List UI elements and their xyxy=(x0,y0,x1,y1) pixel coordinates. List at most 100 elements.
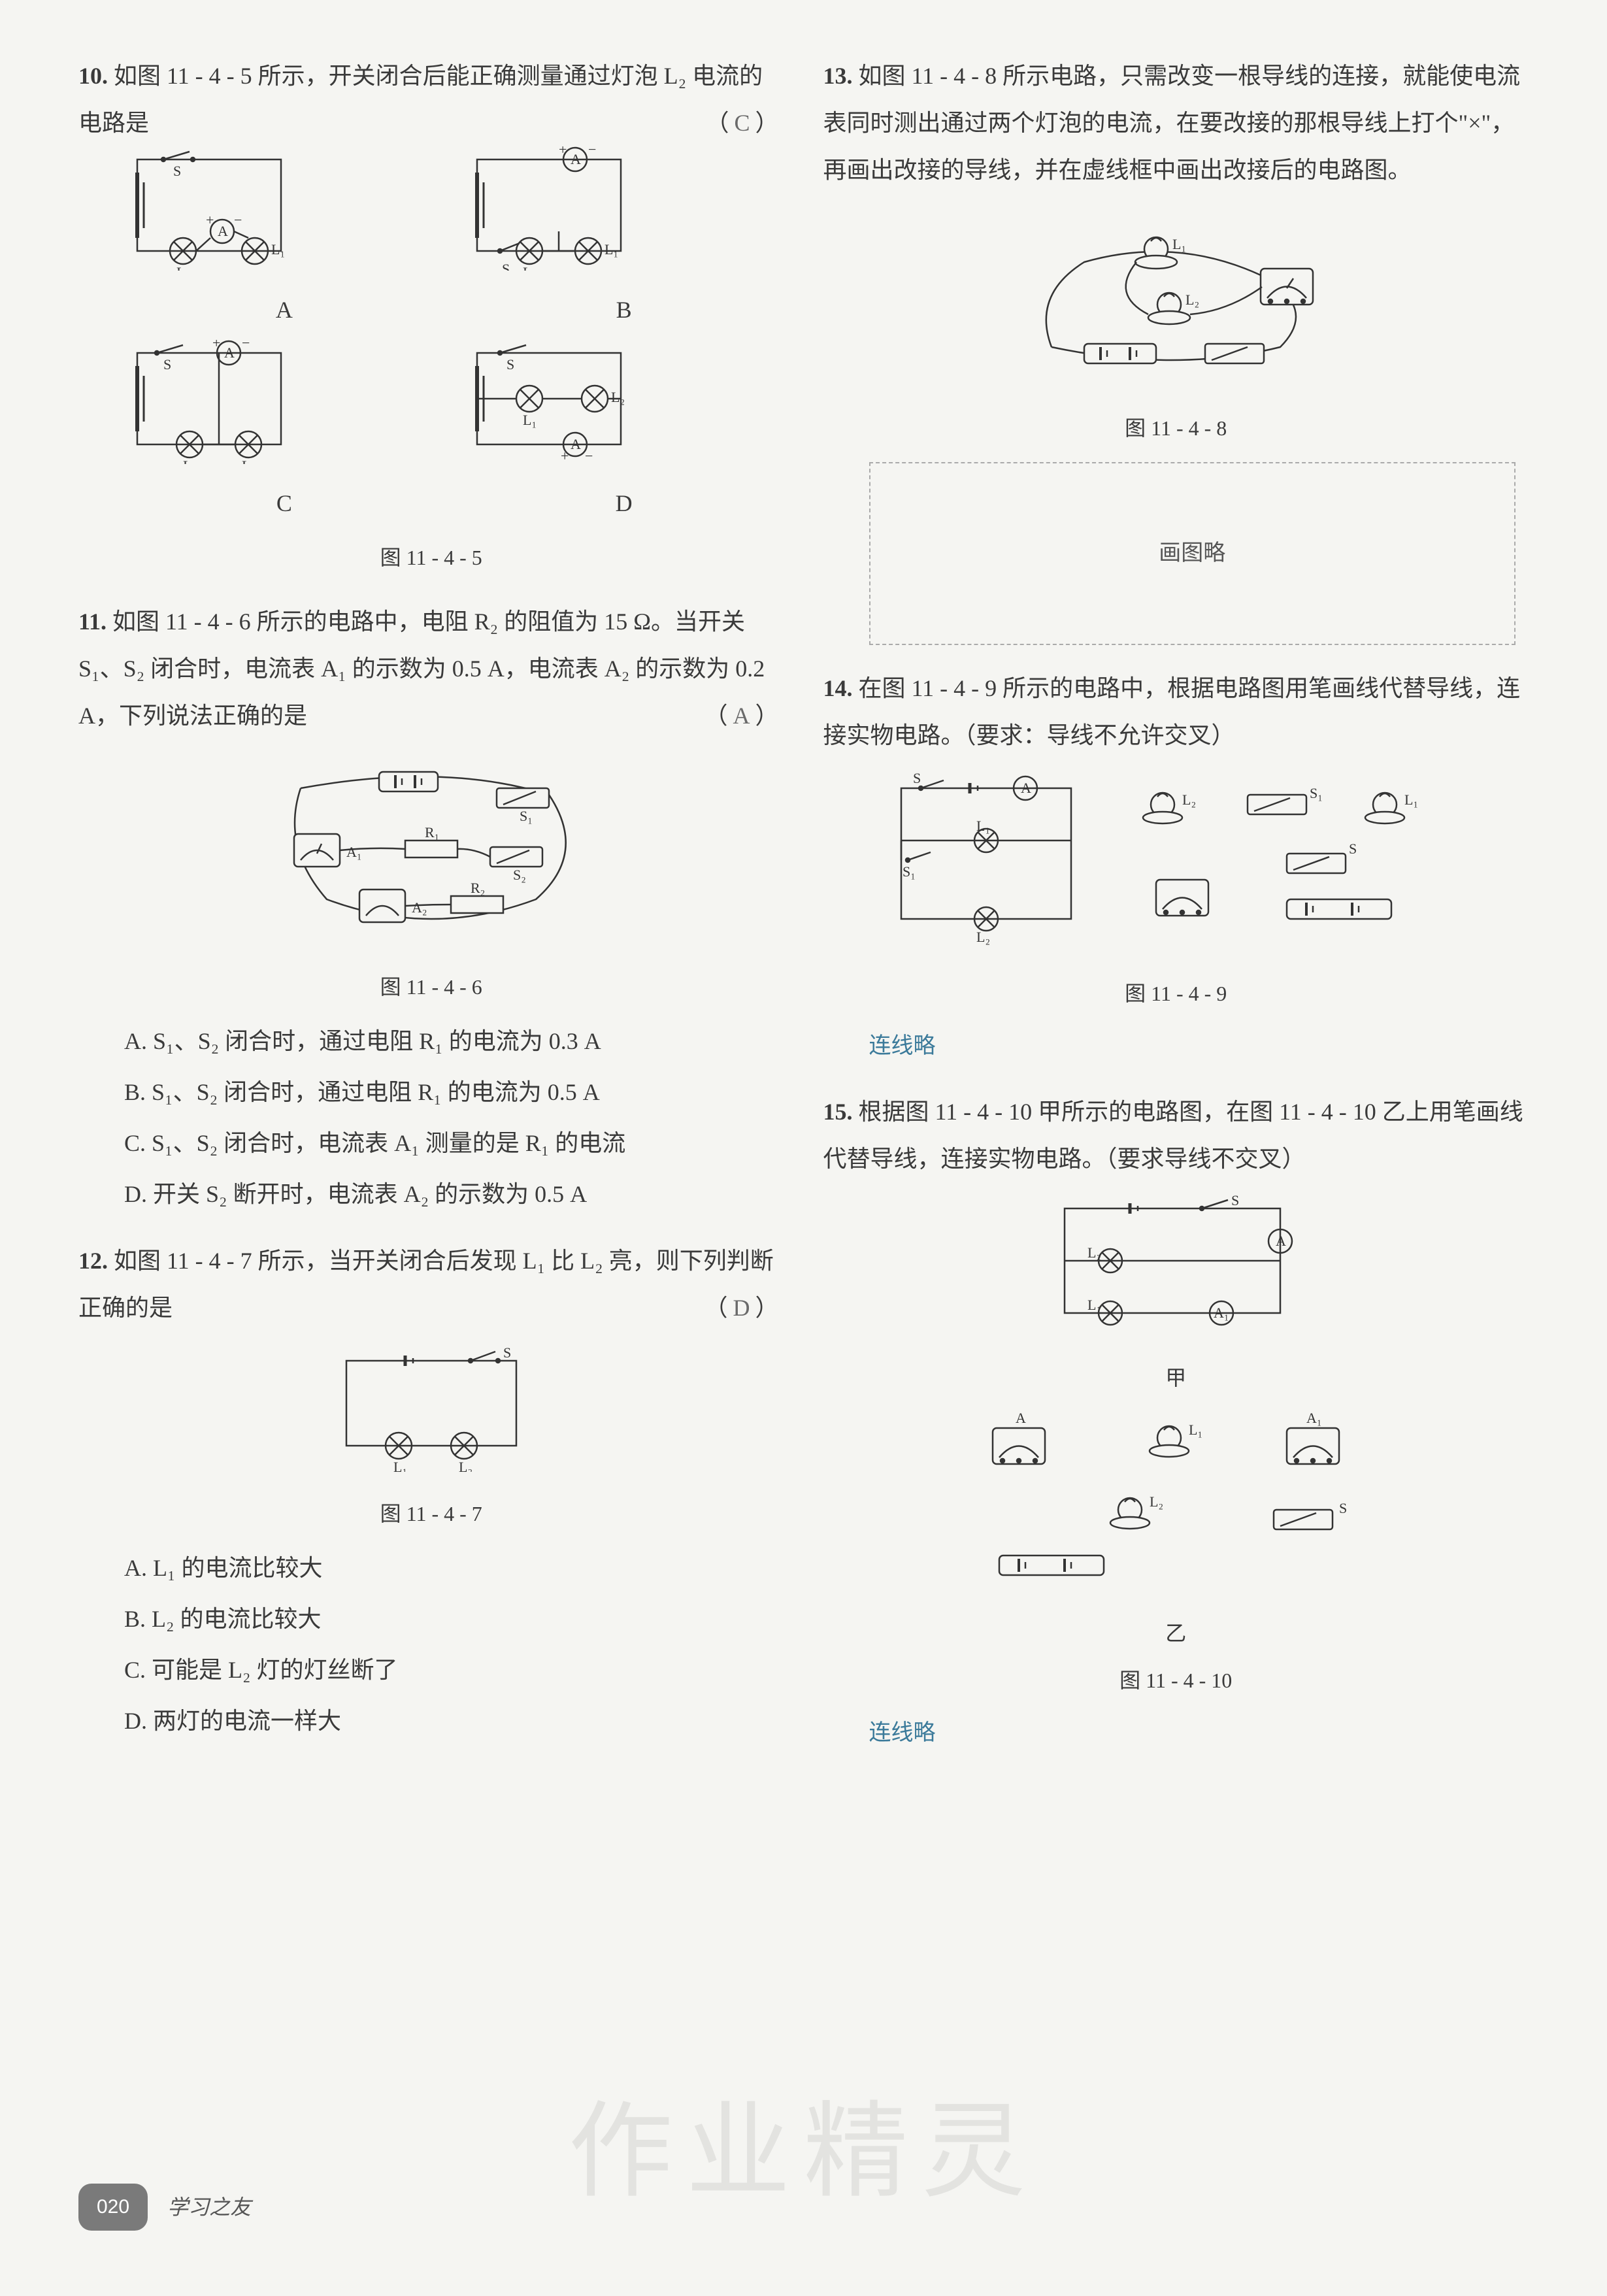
q15-diagram-jia: S A L₂ L₁ A₁ 甲 xyxy=(823,1192,1529,1399)
q15-caption-yi: 乙 xyxy=(823,1612,1529,1654)
q10-circuit-B: A + − L₂ L₁ S xyxy=(464,146,784,333)
q11-answer-paren: （A） xyxy=(704,692,784,739)
q10-label-D: D xyxy=(464,480,784,527)
q13-answer-box: 画图略 xyxy=(869,462,1516,645)
svg-text:A: A xyxy=(1016,1410,1026,1426)
q10-circuit-A: S L₂ A + − L₁ A xyxy=(124,146,444,333)
svg-text:L₁: L₁ xyxy=(393,1459,407,1472)
svg-text:S₁: S₁ xyxy=(1310,785,1323,801)
svg-text:S: S xyxy=(502,261,510,271)
svg-text:A₁: A₁ xyxy=(1306,1410,1322,1426)
q10-text: 如图 11 - 4 - 5 所示，开关闭合后能正确测量通过灯泡 L₂ 电流的电路… xyxy=(78,63,763,136)
footer-title: 学习之友 xyxy=(167,2186,251,2228)
q10-label-B: B xyxy=(464,286,784,333)
q11-option-C: C. S₁、S₂ 闭合时，电流表 A₁ 测量的是 R₁ 的电流 xyxy=(124,1120,784,1167)
q12-diagram: S L₁ L₂ 图 11 - 4 - 7 xyxy=(78,1341,784,1535)
q10-diagram-grid: S L₂ A +− L₁ A xyxy=(78,146,784,527)
svg-text:−: − xyxy=(242,340,250,351)
svg-text:S: S xyxy=(503,1344,511,1361)
svg-text:R₁: R₁ xyxy=(425,824,439,840)
paren-close: ） xyxy=(755,110,784,136)
q15-diagram-yi: A L₁ A₁ L₂ S xyxy=(823,1408,1529,1701)
svg-text:A: A xyxy=(218,223,228,239)
svg-text:+: + xyxy=(212,340,220,351)
q13-diagram: L₁ L₂ xyxy=(823,203,1529,449)
question-13: 13. 如图 11 - 4 - 8 所示电路，只需改变一根导线的连接，就能使电流… xyxy=(823,52,1529,645)
svg-text:−: − xyxy=(585,448,593,464)
svg-text:+: + xyxy=(559,146,567,158)
q10-label-C: C xyxy=(124,480,444,527)
svg-text:S: S xyxy=(1349,840,1357,857)
q12-caption: 图 11 - 4 - 7 xyxy=(78,1493,784,1535)
svg-text:+: + xyxy=(561,448,569,464)
q11-number: 11. xyxy=(78,608,107,635)
q12-option-B: B. L₂ 的电流比较大 xyxy=(124,1595,784,1642)
question-10: 10. 如图 11 - 4 - 5 所示，开关闭合后能正确测量通过灯泡 L₂ 电… xyxy=(78,52,784,578)
q11-option-D: D. 开关 S₂ 断开时，电流表 A₂ 的示数为 0.5 A xyxy=(124,1171,784,1218)
svg-text:L₂: L₂ xyxy=(1087,1244,1101,1261)
q13-text: 如图 11 - 4 - 8 所示电路，只需改变一根导线的连接，就能使电流表同时测… xyxy=(823,63,1521,183)
q12-number: 12. xyxy=(78,1248,108,1274)
q12-option-D: D. 两灯的电流一样大 xyxy=(124,1697,784,1744)
svg-text:S₁: S₁ xyxy=(520,808,533,824)
q12-answer: D xyxy=(733,1295,755,1321)
svg-text:L₂: L₂ xyxy=(523,264,537,271)
svg-text:A: A xyxy=(571,151,581,167)
q14-diagram: S A S₁ L₁ L₂ xyxy=(823,769,1529,1014)
q15-number: 15. xyxy=(823,1099,853,1125)
svg-text:A: A xyxy=(224,344,235,361)
q10-circuit-C: S A + − L₁ L₂ C xyxy=(124,340,444,527)
q15-note: 连线略 xyxy=(823,1711,1529,1755)
question-12: 12. 如图 11 - 4 - 7 所示，当开关闭合后发现 L₁ 比 L₂ 亮，… xyxy=(78,1237,784,1744)
svg-text:L₁: L₁ xyxy=(1404,791,1418,808)
question-15: 15. 根据图 11 - 4 - 10 甲所示的电路图，在图 11 - 4 - … xyxy=(823,1088,1529,1755)
svg-text:L₂: L₂ xyxy=(242,458,256,464)
svg-text:−: − xyxy=(234,212,242,228)
svg-text:A₂: A₂ xyxy=(412,899,427,916)
svg-text:L₂: L₂ xyxy=(176,264,190,271)
svg-text:S: S xyxy=(173,163,181,179)
page-number: 020 xyxy=(78,2184,148,2231)
q15-caption: 图 11 - 4 - 10 xyxy=(823,1659,1529,1701)
svg-text:L₁: L₁ xyxy=(605,241,618,258)
page-columns: 10. 如图 11 - 4 - 5 所示，开关闭合后能正确测量通过灯泡 L₂ 电… xyxy=(78,52,1529,1775)
svg-text:L₁: L₁ xyxy=(1189,1422,1202,1438)
q10-number: 10. xyxy=(78,63,108,89)
q10-answer-paren: （C） xyxy=(705,99,784,146)
q12-answer-paren: （D） xyxy=(704,1284,784,1331)
q10-circuit-D: S L₁ L₂ A +− D xyxy=(464,340,784,527)
svg-text:−: − xyxy=(588,146,596,158)
right-column: 13. 如图 11 - 4 - 8 所示电路，只需改变一根导线的连接，就能使电流… xyxy=(823,52,1529,1775)
svg-text:R₂: R₂ xyxy=(471,880,485,896)
q14-note: 连线略 xyxy=(823,1024,1529,1069)
q11-text: 如图 11 - 4 - 6 所示的电路中，电阻 R₂ 的阻值为 15 Ω。当开关… xyxy=(78,608,765,729)
svg-text:L₁: L₁ xyxy=(1172,236,1186,252)
paren-open: （ xyxy=(705,110,734,136)
svg-text:L₁: L₁ xyxy=(523,412,537,428)
svg-text:S: S xyxy=(163,356,171,373)
q11-option-A: A. S₁、S₂ 闭合时，通过电阻 R₁ 的电流为 0.3 A xyxy=(124,1018,784,1065)
q10-caption: 图 11 - 4 - 5 xyxy=(78,537,784,578)
svg-text:L₂: L₂ xyxy=(976,929,990,945)
q13-box-text: 画图略 xyxy=(1159,531,1225,576)
q15-caption-jia: 甲 xyxy=(823,1357,1529,1399)
svg-text:L₁: L₁ xyxy=(271,241,285,258)
q11-options: A. S₁、S₂ 闭合时，通过电阻 R₁ 的电流为 0.3 A B. S₁、S₂… xyxy=(78,1018,784,1218)
question-14: 14. 在图 11 - 4 - 9 所示的电路中，根据电路图用笔画线代替导线，连… xyxy=(823,665,1529,1069)
svg-text:A: A xyxy=(1276,1233,1286,1249)
q15-text: 根据图 11 - 4 - 10 甲所示的电路图，在图 11 - 4 - 10 乙… xyxy=(823,1099,1523,1172)
q12-option-A: A. L₁ 的电流比较大 xyxy=(124,1544,784,1591)
svg-text:A₁: A₁ xyxy=(1214,1305,1229,1321)
svg-text:L₁: L₁ xyxy=(183,458,197,464)
q10-label-A: A xyxy=(124,286,444,333)
question-11: 11. 如图 11 - 4 - 6 所示的电路中，电阻 R₂ 的阻值为 15 Ω… xyxy=(78,598,784,1218)
svg-text:+: + xyxy=(206,212,214,228)
svg-text:S: S xyxy=(1231,1192,1239,1208)
q14-text: 在图 11 - 4 - 9 所示的电路中，根据电路图用笔画线代替导线，连接实物电… xyxy=(823,675,1521,748)
q11-option-B: B. S₁、S₂ 闭合时，通过电阻 R₁ 的电流为 0.5 A xyxy=(124,1069,784,1116)
svg-text:L₁: L₁ xyxy=(976,818,990,834)
svg-text:L₂: L₂ xyxy=(1185,291,1199,308)
svg-text:A: A xyxy=(1021,780,1031,796)
q14-number: 14. xyxy=(823,675,853,701)
svg-text:S₂: S₂ xyxy=(513,867,526,883)
